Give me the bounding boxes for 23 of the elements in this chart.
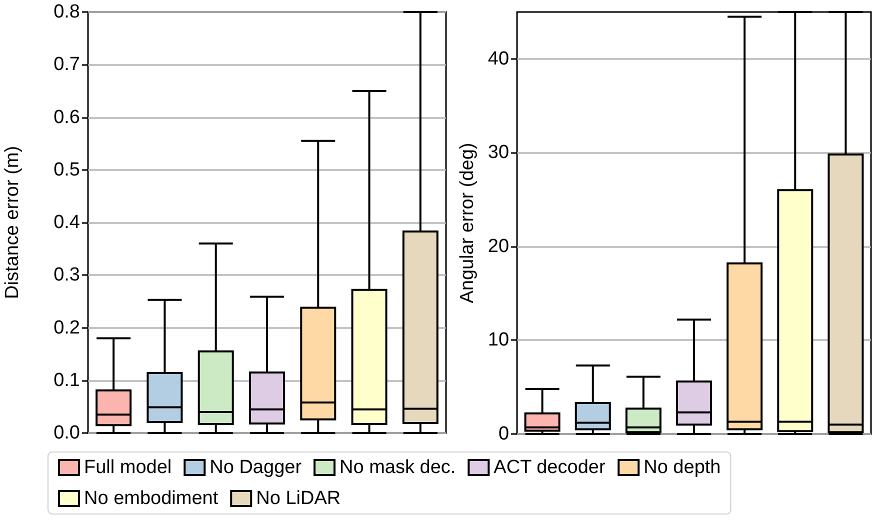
- y-tick-label: 0: [498, 424, 510, 444]
- y-tick-label: 30: [488, 142, 510, 164]
- legend-label: No Dagger: [210, 457, 302, 478]
- y-tick-label: 0.1: [54, 370, 80, 391]
- legend-label: No embodiment: [84, 488, 219, 509]
- y-tick-label: 0.3: [54, 264, 80, 286]
- legend-label: No depth: [644, 457, 721, 478]
- legend-label: No LiDAR: [256, 488, 341, 509]
- y-tick-label: 0.7: [54, 54, 80, 76]
- y-tick-label: 0.2: [54, 317, 80, 338]
- y-tick-label: 0.0: [54, 422, 80, 444]
- y-tick-label: 0.6: [54, 106, 80, 128]
- y-tick-label: 0.5: [54, 159, 80, 180]
- y-tick-label: 40: [488, 48, 510, 70]
- legend-label: Full model: [84, 457, 172, 478]
- y-axis-title: Angular error (deg): [457, 142, 478, 304]
- y-tick-label: 0.8: [54, 2, 80, 22]
- y-tick-label: 20: [488, 236, 510, 257]
- y-tick-label: 10: [488, 330, 510, 351]
- y-tick-label: 0.4: [54, 212, 80, 233]
- legend-label: No mask dec.: [340, 457, 456, 478]
- legend-label: ACT decoder: [494, 457, 606, 478]
- y-axis-title: Distance error (m): [2, 146, 23, 300]
